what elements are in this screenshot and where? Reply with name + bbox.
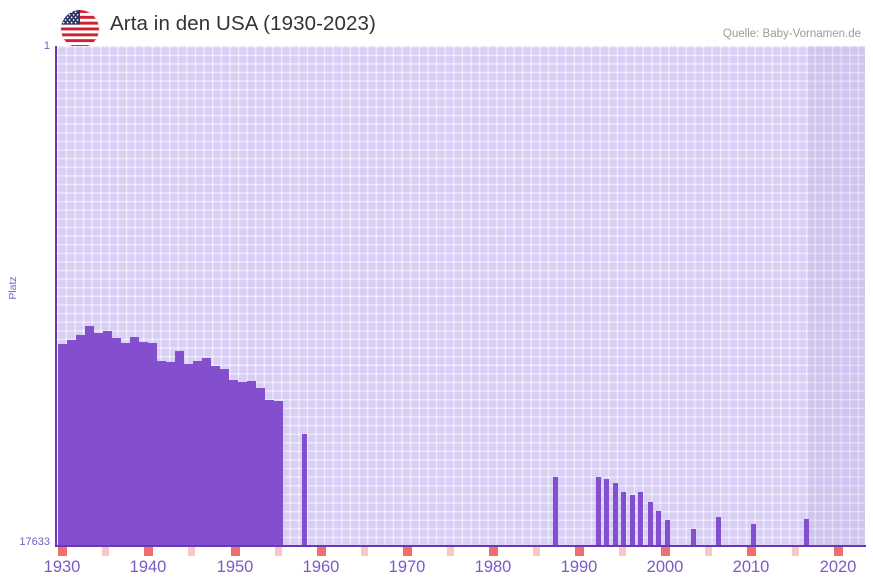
bar-1934[interactable] <box>94 333 104 546</box>
x-tick-2000 <box>660 547 670 556</box>
x-tick-450 <box>446 547 454 556</box>
plot-area <box>57 46 865 546</box>
bar-1951[interactable] <box>247 381 257 546</box>
chart-title: Arta in den USA (1930-2023) <box>110 12 376 35</box>
bar-1941[interactable] <box>157 361 167 546</box>
x-tick-2020 <box>833 547 843 556</box>
us-flag-icon <box>61 10 99 48</box>
x-axis-label-1960: 1960 <box>302 558 340 576</box>
x-axis-label-1970: 1970 <box>388 558 426 576</box>
source-attribution: Quelle: Baby-Vornamen.de <box>722 28 861 40</box>
bar-1947[interactable] <box>211 366 221 546</box>
y-axis-bottom-label: 17633 <box>19 536 50 548</box>
bar-1931[interactable] <box>67 340 77 546</box>
bar-2003[interactable] <box>665 520 671 546</box>
x-tick-364 <box>360 547 368 556</box>
x-tick-278 <box>274 547 282 556</box>
bar-1958[interactable] <box>302 434 308 546</box>
x-tick-191 <box>187 547 195 556</box>
x-axis-label-1950: 1950 <box>216 558 254 576</box>
x-tick-1950 <box>230 547 240 556</box>
y-axis-title: Platz <box>7 276 19 300</box>
bar-1936[interactable] <box>112 338 122 546</box>
bar-2006[interactable] <box>691 529 697 546</box>
bar-1940[interactable] <box>148 343 158 546</box>
x-tick-1930 <box>57 547 67 556</box>
x-tick-536 <box>532 547 540 556</box>
bar-1999[interactable] <box>630 495 636 546</box>
bar-1945[interactable] <box>193 361 203 546</box>
bar-1944[interactable] <box>184 364 194 546</box>
bar-2010[interactable] <box>716 517 722 546</box>
bar-2000[interactable] <box>638 492 644 546</box>
bar-1930[interactable] <box>58 344 68 546</box>
x-tick-1960 <box>316 547 326 556</box>
x-tick-1990 <box>574 547 584 556</box>
bar-1952[interactable] <box>256 388 266 546</box>
x-tick-708 <box>704 547 712 556</box>
x-tick-1980 <box>488 547 498 556</box>
x-axis-label-1990: 1990 <box>560 558 598 576</box>
bar-1932[interactable] <box>76 335 86 546</box>
bar-1933[interactable] <box>85 326 95 546</box>
bar-1939[interactable] <box>139 342 149 546</box>
x-tick-622 <box>618 547 626 556</box>
bar-1950[interactable] <box>238 382 248 546</box>
x-axis-label-2000: 2000 <box>646 558 684 576</box>
x-tick-1940 <box>143 547 153 556</box>
bar-1998[interactable] <box>621 492 627 546</box>
bar-1948[interactable] <box>220 369 230 546</box>
bar-1935[interactable] <box>103 331 113 546</box>
x-axis-label-1930: 1930 <box>43 558 81 576</box>
x-tick-1970 <box>402 547 412 556</box>
x-tick-105 <box>101 547 109 556</box>
x-tick-795 <box>791 547 799 556</box>
bar-1942[interactable] <box>166 362 176 546</box>
x-axis-label-1980: 1980 <box>474 558 512 576</box>
x-axis-line <box>55 545 866 547</box>
x-axis-label-1940: 1940 <box>129 558 167 576</box>
x-axis-labels: 1930 1940 1950 1960 1970 1980 1990 2000 2010 2020 <box>44 558 865 586</box>
bar-1937[interactable] <box>121 343 131 546</box>
x-axis-label-2010: 2010 <box>732 558 770 576</box>
no-data-shaded-band <box>808 46 865 546</box>
bar-1938[interactable] <box>130 337 140 546</box>
bar-2001[interactable] <box>648 502 654 546</box>
y-axis-top-label: 1 <box>43 40 50 52</box>
x-axis-ticks <box>57 547 865 556</box>
bar-1949[interactable] <box>229 380 239 546</box>
bar-1997[interactable] <box>613 483 619 546</box>
bar-2021[interactable] <box>804 519 810 546</box>
bar-1946[interactable] <box>202 358 212 546</box>
bar-1954[interactable] <box>274 401 284 546</box>
bar-2014[interactable] <box>751 524 757 546</box>
bar-1990[interactable] <box>553 477 559 546</box>
chart-header: Arta in den USA (1930-2023) Quelle: Baby… <box>0 0 873 48</box>
bar-1943[interactable] <box>175 351 185 546</box>
bar-1996[interactable] <box>604 479 610 546</box>
y-axis-line <box>55 46 57 547</box>
x-axis-label-2020: 2020 <box>819 558 857 576</box>
bar-2002[interactable] <box>656 511 662 546</box>
bar-1995[interactable] <box>596 477 602 546</box>
x-tick-2010 <box>746 547 756 556</box>
bar-1953[interactable] <box>265 400 275 546</box>
